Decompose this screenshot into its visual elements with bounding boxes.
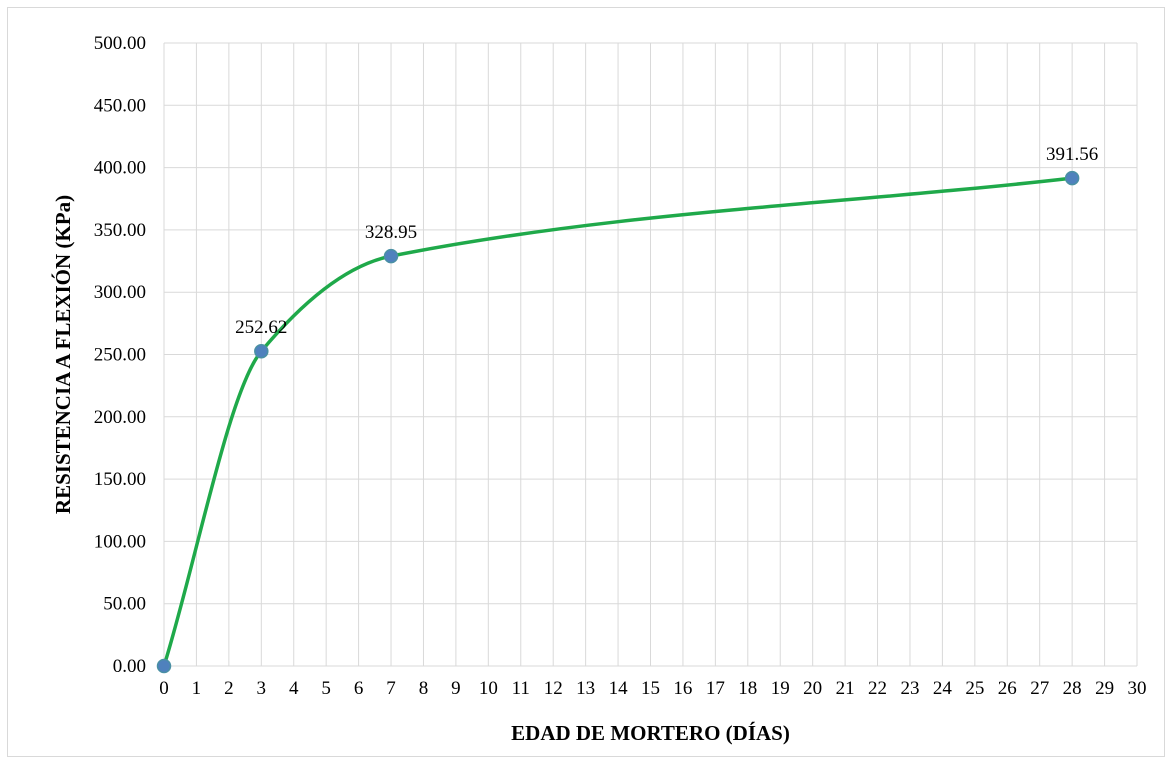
x-tick-label: 12 — [544, 678, 563, 699]
data-point — [1064, 170, 1080, 186]
y-tick-label: 100.00 — [94, 531, 146, 552]
y-tick-label: 200.00 — [94, 407, 146, 428]
y-tick-label: 350.00 — [94, 220, 146, 241]
x-axis-tick-labels: 0 1 2 3 4 5 6 7 8 9 10 11 12 13 14 15 16 17 18 19 20 21 22 23 24… — [159, 678, 1146, 699]
x-tick-label: 4 — [289, 678, 299, 699]
y-tick-label: 300.00 — [94, 282, 146, 303]
y-tick-label: 400.00 — [94, 158, 146, 179]
x-tick-label: 17 — [706, 678, 725, 699]
data-point — [254, 343, 269, 359]
x-tick-label: 11 — [512, 678, 530, 699]
y-tick-label: 250.00 — [94, 345, 146, 366]
data-labels: 252.62 328.95 391.56 — [235, 144, 1098, 338]
series-line-group — [162, 176, 1074, 668]
y-tick-label: 450.00 — [94, 95, 146, 116]
x-tick-label: 19 — [771, 678, 790, 699]
data-label: 391.56 — [1046, 144, 1098, 165]
x-tick-label: 28 — [1063, 678, 1082, 699]
x-tick-label: 26 — [998, 678, 1017, 699]
data-label: 328.95 — [365, 222, 417, 243]
x-tick-label: 27 — [1030, 678, 1049, 699]
x-tick-label: 3 — [257, 678, 267, 699]
y-tick-label: 500.00 — [94, 33, 146, 54]
data-label: 252.62 — [235, 317, 287, 338]
x-tick-label: 0 — [159, 678, 169, 699]
x-tick-label: 9 — [451, 678, 461, 699]
x-tick-label: 1 — [192, 678, 202, 699]
y-tick-label: 150.00 — [94, 469, 146, 490]
x-tick-label: 29 — [1095, 678, 1114, 699]
x-tick-label: 18 — [738, 678, 757, 699]
y-tick-label: 50.00 — [103, 594, 146, 615]
x-tick-label: 5 — [321, 678, 331, 699]
y-axis-tick-labels: 0.00 50.00 100.00 150.00 200.00 250.00 300.00 3… — [94, 33, 146, 677]
x-tick-label: 21 — [836, 678, 855, 699]
y-axis-title: RESISTENCIA A FLEXIÓN (KPa) — [51, 195, 75, 514]
x-axis-title: EDAD DE MORTERO (DÍAS) — [511, 721, 790, 745]
grid-lines — [163, 42, 1138, 667]
data-point — [383, 248, 399, 264]
series-line — [162, 176, 1074, 668]
x-tick-label: 22 — [868, 678, 887, 699]
x-tick-label: 7 — [386, 678, 396, 699]
x-tick-label: 6 — [354, 678, 364, 699]
x-tick-label: 25 — [965, 678, 984, 699]
x-tick-label: 16 — [673, 678, 692, 699]
x-tick-label: 10 — [479, 678, 498, 699]
x-tick-label: 20 — [803, 678, 822, 699]
x-tick-label: 23 — [900, 678, 919, 699]
x-tick-label: 30 — [1128, 678, 1147, 699]
x-tick-label: 13 — [576, 678, 595, 699]
data-points — [156, 170, 1080, 674]
data-point — [156, 658, 172, 674]
x-tick-label: 14 — [609, 678, 629, 699]
x-tick-label: 24 — [933, 678, 953, 699]
y-tick-label: 0.00 — [113, 656, 146, 677]
x-tick-label: 15 — [641, 678, 660, 699]
x-tick-label: 8 — [419, 678, 429, 699]
x-tick-label: 2 — [224, 678, 234, 699]
